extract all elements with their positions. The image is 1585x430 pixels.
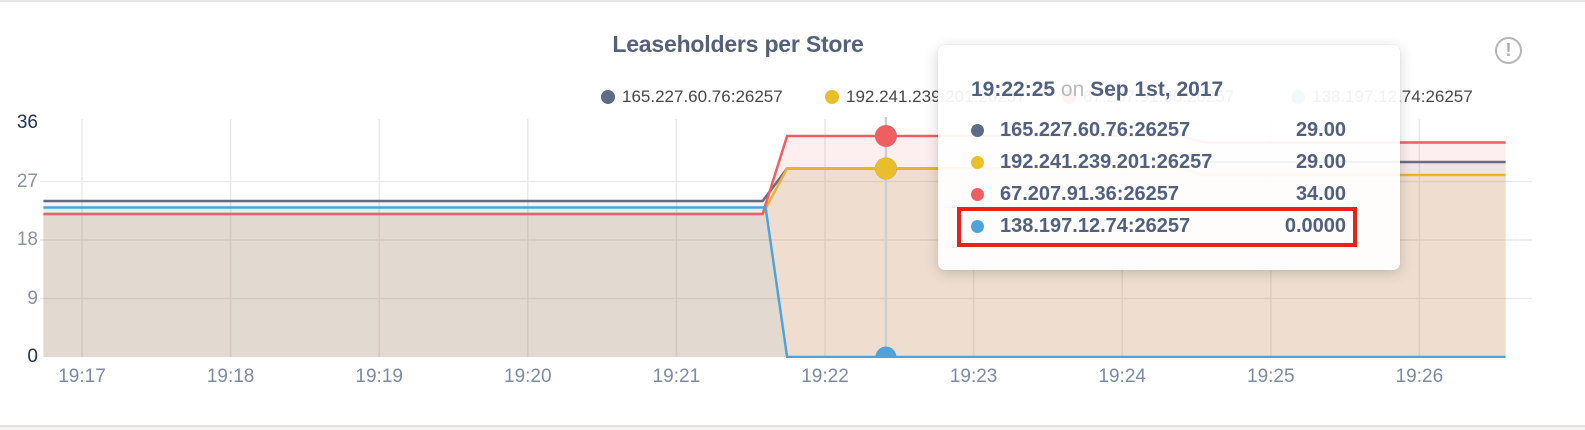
hover-tooltip: 19:22:25 on Sep 1st, 2017 165.227.60.76:… — [938, 45, 1400, 270]
x-tick-19:19: 19:19 — [355, 366, 403, 387]
exclamation-glyph: ! — [1505, 40, 1512, 60]
y-tick-27: 27 — [16, 170, 38, 192]
tooltip-row-name: 67.207.91.36:26257 — [1000, 182, 1180, 205]
x-tick-19:18: 19:18 — [206, 366, 255, 387]
tooltip-row-name: 192.241.239.201:26257 — [1000, 150, 1213, 173]
x-tick-19:21: 19:21 — [652, 366, 701, 387]
tooltip-row-value: 0.0000 — [1284, 214, 1346, 237]
tooltip-row-dot — [971, 219, 984, 233]
x-tick-19:22: 19:22 — [801, 366, 849, 387]
tooltip-row-name: 138.197.12.74:26257 — [1000, 214, 1191, 237]
hover-dot-67.207.91.36:26257 — [874, 125, 897, 147]
tooltip-row-138.197.12.74:26257: 138.197.12.74:26257 0.0000 — [971, 210, 1346, 242]
x-tick-19:26: 19:26 — [1395, 366, 1444, 387]
tooltip-row-dot — [971, 123, 984, 137]
series-line-3 — [43, 206, 1506, 358]
tooltip-row-value: 29.00 — [1295, 150, 1346, 173]
info-icon[interactable]: ! — [1495, 37, 1522, 64]
legend-dot — [825, 90, 839, 104]
tooltip-connector: on — [1060, 78, 1085, 101]
tooltip-row-192.241.239.201:26257: 192.241.239.201:26257 29.00 — [971, 146, 1346, 178]
x-tick-19:25: 19:25 — [1247, 366, 1295, 387]
x-tick-19:23: 19:23 — [949, 366, 998, 387]
y-tick-9: 9 — [27, 287, 38, 309]
x-tick-19:20: 19:20 — [504, 366, 552, 387]
card-bottom-strip — [0, 427, 1585, 430]
tooltip-date: Sep 1st, 2017 — [1090, 78, 1224, 101]
card-bottom-border — [0, 425, 1585, 427]
tooltip-time: 19:22:25 — [971, 78, 1056, 101]
series-area-3 — [43, 207, 1506, 357]
hover-dot-138.197.12.74:26257 — [875, 346, 897, 358]
tooltip-row-name: 165.227.60.76:26257 — [1000, 118, 1191, 141]
tooltip-row-value: 34.00 — [1295, 182, 1346, 205]
chart-title: Leaseholders per Store — [612, 31, 864, 57]
tooltip-row-165.227.60.76:26257: 165.227.60.76:26257 29.00 — [971, 114, 1346, 146]
legend-item-165.227.60.76:26257[interactable]: 165.227.60.76:26257 — [601, 87, 783, 107]
tooltip-row-67.207.91.36:26257: 67.207.91.36:26257 34.00 — [971, 178, 1346, 210]
x-tick-19:17: 19:17 — [58, 366, 106, 387]
y-tick-36: 36 — [16, 112, 38, 133]
legend-dot — [601, 90, 615, 104]
tooltip-row-value: 29.00 — [1295, 118, 1346, 141]
tooltip-rows: 165.227.60.76:26257 29.00 192.241.239.201:… — [971, 114, 1346, 242]
tooltip-title: 19:22:25 on Sep 1st, 2017 — [971, 77, 1346, 103]
hover-dot-192.241.239.201:26257 — [874, 157, 897, 180]
x-tick-19:24: 19:24 — [1098, 366, 1146, 387]
tooltip-row-dot — [971, 155, 984, 169]
tooltip-row-dot — [971, 187, 984, 201]
annotation-highlight-box — [957, 207, 1357, 247]
legend-item-label: 165.227.60.76:26257 — [622, 87, 783, 106]
y-tick-18: 18 — [16, 229, 38, 250]
y-tick-0: 0 — [27, 346, 38, 367]
